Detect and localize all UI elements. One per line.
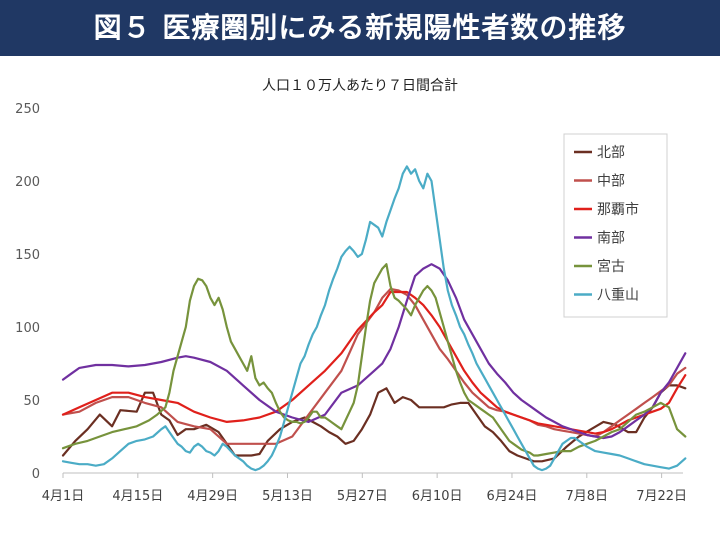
x-tick-label: 6月24日 (487, 489, 538, 504)
x-tick-label: 4月15日 (112, 489, 163, 504)
y-tick-label: 200 (15, 175, 40, 190)
y-tick-label: 0 (32, 467, 40, 482)
legend-label: 北部 (597, 145, 625, 161)
series-line-5 (61, 263, 687, 457)
x-tick-label: 5月27日 (337, 489, 388, 504)
x-tick-label: 7月22日 (636, 489, 687, 504)
legend-label: 中部 (597, 174, 625, 190)
series-line-6 (61, 165, 687, 472)
legend-label: 南部 (597, 231, 625, 247)
x-tick-label: 5月13日 (262, 489, 313, 504)
x-tick-label: 4月1日 (42, 489, 85, 504)
x-tick-label: 4月29日 (187, 489, 238, 504)
legend-label: 宮古 (597, 259, 625, 275)
y-tick-label: 50 (23, 394, 40, 409)
y-tick-label: 250 (15, 102, 40, 117)
legend-box (563, 133, 668, 318)
line-chart: 人口１０万人あたり７日間合計 0 50 100 150 200 250 4月1日 4月15日 4… (15, 78, 687, 504)
series-layer (61, 165, 687, 472)
series-line-2 (61, 287, 687, 445)
x-tick-label: 6月10日 (412, 489, 463, 504)
legend-label: 那覇市 (597, 201, 639, 218)
page-title: 図５ 医療圏別にみる新規陽性者数の推移 (93, 11, 627, 44)
header-banner: 図５ 医療圏別にみる新規陽性者数の推移 (0, 0, 720, 56)
chart-title: 人口１０万人あたり７日間合計 (262, 78, 458, 94)
y-tick-label: 100 (15, 321, 40, 336)
series-line-3 (61, 290, 687, 435)
series-line-4 (61, 263, 687, 440)
x-tick-label: 7月8日 (566, 489, 609, 504)
axes: 0 50 100 150 200 250 4月1日 4月15日 4月29日 5月13日 5月27日 6… (15, 102, 687, 504)
legend-label: 八重山 (597, 288, 639, 304)
y-tick-label: 150 (15, 248, 40, 263)
